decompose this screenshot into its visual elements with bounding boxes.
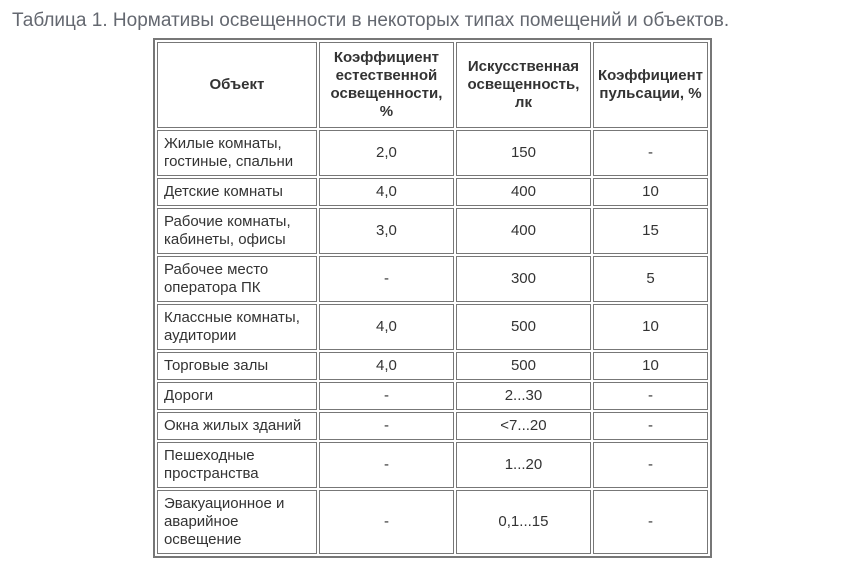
cell-pulsation: 5 — [593, 256, 708, 302]
cell-object: Эвакуационное и аварийное освещение — [157, 490, 317, 554]
cell-natural: 2,0 — [319, 130, 454, 176]
cell-pulsation: 10 — [593, 304, 708, 350]
cell-object: Дороги — [157, 382, 317, 410]
table-row: Рабочие комнаты, кабинеты, офисы 3,0 400… — [157, 208, 708, 254]
lighting-standards-table: Объект Коэффициент естественной освещенн… — [153, 38, 712, 558]
cell-object: Окна жилых зданий — [157, 412, 317, 440]
table-row: Рабочее место оператора ПК - 300 5 — [157, 256, 708, 302]
cell-artificial: 2...30 — [456, 382, 591, 410]
cell-object: Пешеходные пространства — [157, 442, 317, 488]
cell-object: Рабочие комнаты, кабинеты, офисы — [157, 208, 317, 254]
cell-object: Детские комнаты — [157, 178, 317, 206]
cell-artificial: 300 — [456, 256, 591, 302]
cell-artificial: 0,1...15 — [456, 490, 591, 554]
table-row: Детские комнаты 4,0 400 10 — [157, 178, 708, 206]
cell-artificial: 150 — [456, 130, 591, 176]
cell-natural: - — [319, 412, 454, 440]
cell-artificial: 500 — [456, 352, 591, 380]
cell-pulsation: - — [593, 412, 708, 440]
table-row: Эвакуационное и аварийное освещение - 0,… — [157, 490, 708, 554]
table-row: Окна жилых зданий - <7...20 - — [157, 412, 708, 440]
col-header-artificial-lux: Искусственная освещенность, лк — [456, 42, 591, 128]
cell-pulsation: - — [593, 442, 708, 488]
col-header-object: Объект — [157, 42, 317, 128]
col-header-pulsation-coef: Коэффициент пульсации, % — [593, 42, 708, 128]
table-row: Торговые залы 4,0 500 10 — [157, 352, 708, 380]
table-row: Пешеходные пространства - 1...20 - — [157, 442, 708, 488]
table-header-row: Объект Коэффициент естественной освещенн… — [157, 42, 708, 128]
table-wrapper: Объект Коэффициент естественной освещенн… — [10, 38, 855, 558]
cell-natural: - — [319, 442, 454, 488]
cell-object: Торговые залы — [157, 352, 317, 380]
cell-natural: 4,0 — [319, 178, 454, 206]
table-body: Жилые комнаты, гостиные, спальни 2,0 150… — [157, 130, 708, 554]
cell-natural: 4,0 — [319, 304, 454, 350]
cell-artificial: 1...20 — [456, 442, 591, 488]
col-header-natural-coef: Коэффициент естественной освещенности, % — [319, 42, 454, 128]
cell-artificial: 400 — [456, 208, 591, 254]
cell-pulsation: 10 — [593, 178, 708, 206]
table-row: Жилые комнаты, гостиные, спальни 2,0 150… — [157, 130, 708, 176]
cell-pulsation: - — [593, 382, 708, 410]
cell-pulsation: 10 — [593, 352, 708, 380]
table-caption: Таблица 1. Нормативы освещенности в неко… — [10, 10, 855, 32]
table-row: Дороги - 2...30 - — [157, 382, 708, 410]
cell-pulsation: - — [593, 130, 708, 176]
cell-object: Жилые комнаты, гостиные, спальни — [157, 130, 317, 176]
cell-artificial: 500 — [456, 304, 591, 350]
cell-artificial: <7...20 — [456, 412, 591, 440]
cell-natural: 3,0 — [319, 208, 454, 254]
cell-natural: - — [319, 382, 454, 410]
cell-object: Классные комнаты, аудитории — [157, 304, 317, 350]
cell-artificial: 400 — [456, 178, 591, 206]
cell-natural: - — [319, 256, 454, 302]
table-row: Классные комнаты, аудитории 4,0 500 10 — [157, 304, 708, 350]
cell-pulsation: 15 — [593, 208, 708, 254]
cell-natural: - — [319, 490, 454, 554]
cell-natural: 4,0 — [319, 352, 454, 380]
cell-object: Рабочее место оператора ПК — [157, 256, 317, 302]
cell-pulsation: - — [593, 490, 708, 554]
